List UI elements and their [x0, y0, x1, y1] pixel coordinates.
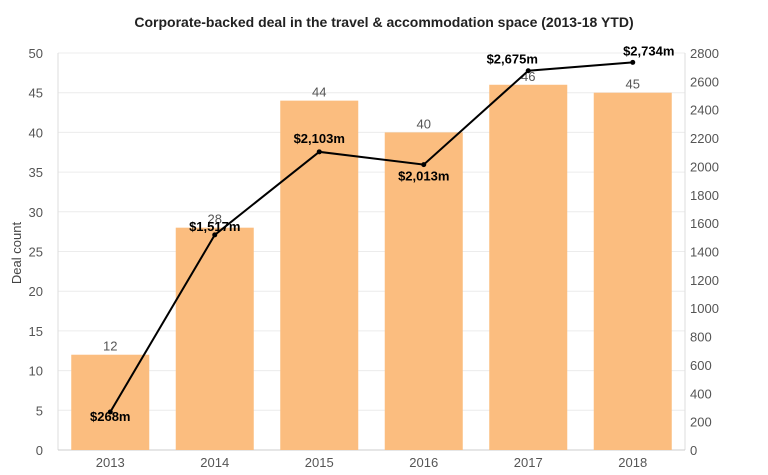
- line-point: [212, 232, 218, 238]
- y2-tick-label: 1600: [690, 216, 719, 231]
- line-value-label: $2,734m: [623, 43, 674, 58]
- y2-tick-label: 2200: [690, 131, 719, 146]
- x-tick-label: 2013: [96, 455, 125, 470]
- line-series: $268m $1,517m $2,103m $2,013m $2,675m $2,734m: [90, 43, 674, 424]
- bar-value-label: 46: [521, 69, 535, 84]
- y-tick-label: 40: [29, 125, 43, 140]
- line-point: [107, 409, 113, 415]
- line-value-label: $268m: [90, 409, 130, 424]
- x-tick-label: 2018: [618, 455, 647, 470]
- y-tick-label: 30: [29, 205, 43, 220]
- x-axis: 2013 2014 2015 2016 2017 2018: [96, 455, 647, 470]
- y-tick-label: 0: [36, 443, 43, 458]
- chart-title: Corporate-backed deal in the travel & ac…: [134, 14, 633, 30]
- y-tick-label: 45: [29, 86, 43, 101]
- bar: [593, 92, 672, 450]
- deal-value-line: [109, 61, 633, 413]
- line-value-label: $2,675m: [487, 52, 538, 67]
- y2-tick-label: 800: [690, 330, 712, 345]
- gridlines: [57, 52, 686, 451]
- bar: [280, 100, 359, 450]
- line-point: [421, 162, 427, 168]
- y2-tick-label: 1800: [690, 188, 719, 203]
- right-axis: 0 200 400 600 800 1000 1200 1400 1600 1800 2000 220…: [690, 46, 719, 458]
- bar-value-label: 12: [103, 339, 117, 354]
- line-value-label: $2,013m: [398, 169, 449, 184]
- y2-tick-label: 0: [690, 443, 697, 458]
- x-tick-label: 2017: [514, 455, 543, 470]
- y2-tick-label: 2000: [690, 159, 719, 174]
- bar-value-label: 44: [312, 85, 326, 100]
- bar-value-label: 40: [417, 116, 431, 131]
- y2-tick-label: 400: [690, 386, 712, 401]
- x-tick-label: 2015: [305, 455, 334, 470]
- line-point: [316, 149, 322, 155]
- bar-series: 12 28 44 40 46 45: [71, 69, 672, 450]
- bar: [384, 132, 463, 450]
- line-value-label: $2,103m: [294, 131, 345, 146]
- bar: [71, 354, 150, 450]
- y2-tick-label: 600: [690, 358, 712, 373]
- y2-tick-label: 1400: [690, 245, 719, 260]
- y2-tick-label: 1000: [690, 301, 719, 316]
- y2-tick-label: 200: [690, 415, 712, 430]
- bar: [175, 227, 254, 450]
- y-tick-label: 15: [29, 324, 43, 339]
- line-value-label: $1,517m: [189, 219, 240, 234]
- bar-value-label: 28: [208, 212, 222, 227]
- y-tick-label: 50: [29, 46, 43, 61]
- y-axis-label: Deal count: [9, 222, 24, 285]
- y2-tick-label: 1200: [690, 273, 719, 288]
- y-tick-label: 25: [29, 245, 43, 260]
- bar: [489, 84, 568, 450]
- line-point: [630, 59, 636, 65]
- y2-tick-label: 2800: [690, 46, 719, 61]
- y-tick-label: 10: [29, 364, 43, 379]
- y-tick-label: 5: [36, 403, 43, 418]
- y-tick-label: 20: [29, 284, 43, 299]
- y2-tick-label: 2400: [690, 103, 719, 118]
- y2-tick-label: 2600: [690, 74, 719, 89]
- bar-value-label: 45: [626, 77, 640, 92]
- line-point: [525, 68, 531, 74]
- x-tick-label: 2016: [409, 455, 438, 470]
- y-tick-label: 35: [29, 165, 43, 180]
- x-tick-label: 2014: [200, 455, 229, 470]
- left-axis: 0 5 10 15 20 25 30 35 40 45 50: [29, 46, 43, 458]
